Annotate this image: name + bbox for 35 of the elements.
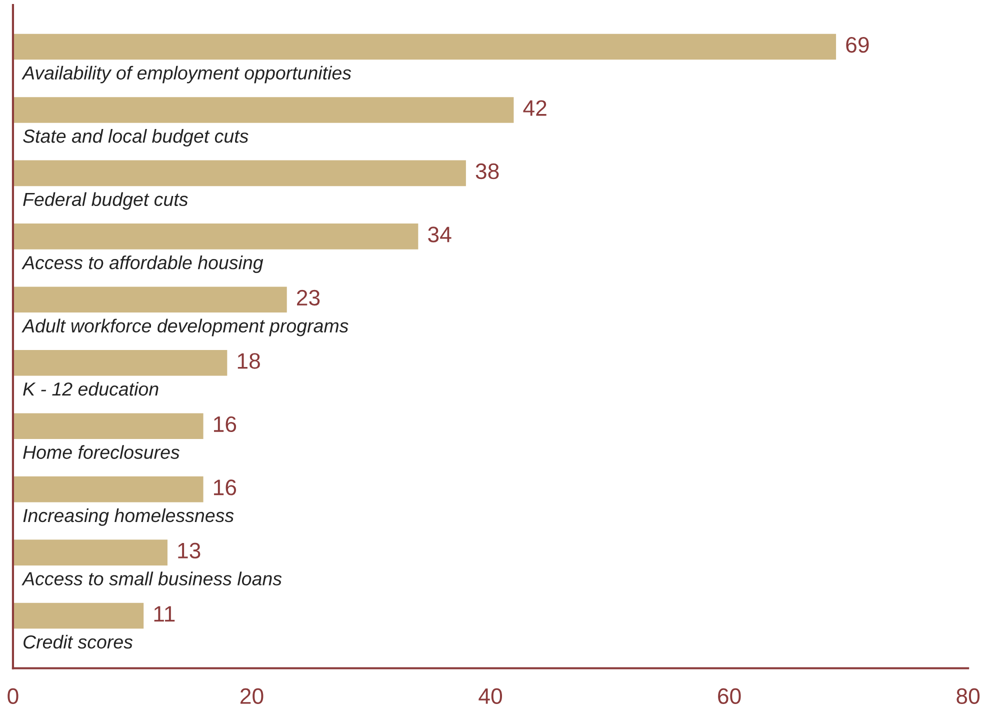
bar bbox=[12, 222, 420, 251]
data-label: 34 bbox=[428, 226, 452, 242]
x-tick-label: 60 bbox=[718, 688, 741, 704]
y-tick-label: K - 12 education bbox=[23, 382, 158, 396]
bar bbox=[12, 601, 145, 630]
bar bbox=[12, 412, 205, 440]
data-label: 16 bbox=[214, 480, 236, 496]
bar bbox=[12, 538, 169, 567]
bar bbox=[12, 32, 838, 62]
bar bbox=[12, 285, 288, 314]
y-tick-label: Credit scores bbox=[24, 634, 133, 649]
data-label: 18 bbox=[238, 353, 260, 369]
y-tick-label: Adult workforce development programs bbox=[22, 318, 348, 336]
y-tick-label: State and local budget cuts bbox=[23, 129, 248, 147]
bar bbox=[12, 348, 229, 378]
data-label: 13 bbox=[178, 542, 200, 559]
bar bbox=[12, 475, 205, 504]
x-tick-label: 0 bbox=[8, 688, 18, 704]
y-tick-label: Availability of employment opportunities bbox=[22, 66, 352, 84]
data-label: 23 bbox=[297, 290, 320, 306]
bar bbox=[12, 158, 468, 188]
y-tick-label: Increasing homelessness bbox=[23, 508, 234, 526]
y-tick-label: Access to small business loans bbox=[22, 572, 282, 586]
x-tick-label: 20 bbox=[240, 688, 264, 704]
y-tick-label: Access to affordable housing bbox=[22, 256, 264, 273]
data-label: 42 bbox=[523, 100, 546, 116]
data-label: 16 bbox=[214, 416, 236, 432]
y-tick-label: Home foreclosures bbox=[23, 445, 180, 459]
y-tick-label: Federal budget cuts bbox=[23, 192, 188, 210]
data-label: 38 bbox=[476, 163, 499, 180]
x-tick-label: 40 bbox=[478, 688, 502, 704]
x-tick-label: 80 bbox=[956, 688, 980, 704]
bar bbox=[12, 96, 516, 124]
data-label: 11 bbox=[154, 606, 175, 622]
data-label: 69 bbox=[846, 36, 869, 53]
